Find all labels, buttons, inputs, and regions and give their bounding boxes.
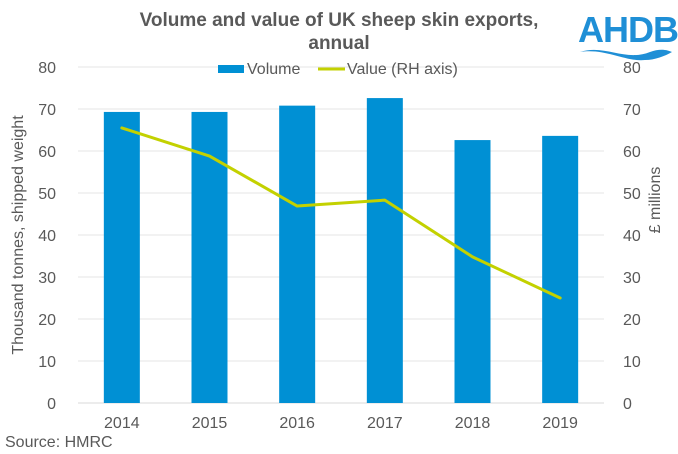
x-tick-label: 2018 [455,415,491,432]
logo-text: AHDB [578,9,678,50]
bar-2018 [454,140,491,403]
left-tick-label: 0 [47,396,56,413]
left-tick-label: 40 [38,228,56,245]
logo-wave [580,49,672,61]
left-tick-label: 50 [38,186,56,203]
legend-label-volume: Volume [247,61,300,78]
right-tick-label: 10 [623,354,641,371]
ahdb-logo: AHDB [578,9,678,61]
bars-series [103,98,579,403]
x-tick-label: 2017 [367,415,403,432]
legend-label-value: Value (RH axis) [347,61,458,78]
right-tick-label: 80 [623,60,641,77]
value-line [120,126,562,300]
left-tick-label: 10 [38,354,56,371]
bar-2019 [542,135,579,403]
x-tick-label: 2016 [279,415,315,432]
chart-title-line-2: annual [308,33,369,54]
left-tick-label: 60 [38,144,56,161]
x-tick-label: 2015 [192,415,228,432]
left-tick-label: 80 [38,60,56,77]
x-axis-ticks: 2014 2015 2016 2017 2018 2019 [104,415,578,432]
left-tick-label: 30 [38,270,56,287]
right-tick-label: 40 [623,228,641,245]
right-tick-label: 60 [623,144,641,161]
left-axis-title: Thousand tonnes, shipped weight [10,115,27,355]
bar-2017 [366,98,403,403]
legend: Volume Value (RH axis) [218,61,458,78]
right-axis-ticks: 0 10 20 30 40 50 60 70 80 [623,60,641,413]
right-tick-label: 20 [623,312,641,329]
right-tick-label: 0 [623,396,632,413]
legend-swatch-volume [218,65,244,73]
bar-2014 [103,111,140,403]
gridlines [78,66,604,404]
right-tick-label: 70 [623,102,641,119]
line-series [120,126,562,300]
chart-title-line-1: Volume and value of UK sheep skin export… [140,10,539,31]
source-note: Source: HMRC [5,434,113,451]
left-tick-label: 20 [38,312,56,329]
right-tick-label: 50 [623,186,641,203]
right-axis-title: £ millions [647,167,664,234]
x-tick-label: 2019 [542,415,578,432]
left-tick-label: 70 [38,102,56,119]
left-axis-ticks: 0 10 20 30 40 50 60 70 80 [38,60,56,413]
bar-2015 [191,111,228,403]
x-tick-label: 2014 [104,415,140,432]
bar-2016 [279,105,316,403]
right-tick-label: 30 [623,270,641,287]
